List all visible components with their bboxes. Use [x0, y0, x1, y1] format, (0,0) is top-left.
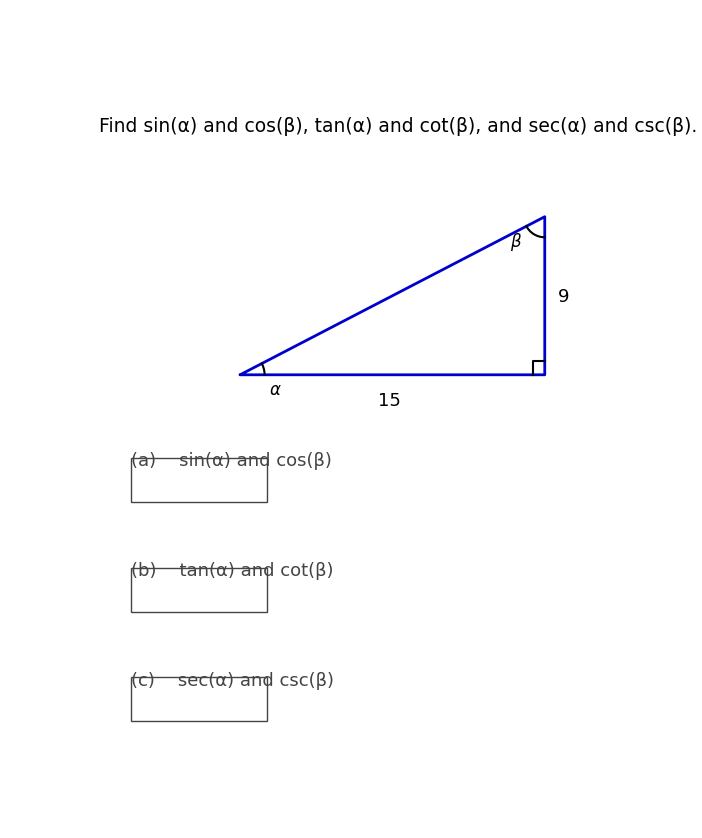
Bar — [131, 567, 267, 612]
Text: (c)    sec(α) and csc(β): (c) sec(α) and csc(β) — [131, 671, 334, 690]
Text: β: β — [510, 233, 520, 251]
Text: Find sin(α) and cos(β), tan(α) and cot(β), and sec(α) and csc(β).: Find sin(α) and cos(β), tan(α) and cot(β… — [98, 116, 697, 136]
Text: (a)    sin(α) and cos(β): (a) sin(α) and cos(β) — [131, 453, 332, 470]
Text: (b)    tan(α) and cot(β): (b) tan(α) and cot(β) — [131, 562, 333, 580]
Text: 15: 15 — [378, 392, 401, 411]
Bar — [131, 458, 267, 502]
Text: α: α — [270, 381, 281, 399]
Bar — [131, 677, 267, 722]
Text: 9: 9 — [558, 288, 570, 307]
